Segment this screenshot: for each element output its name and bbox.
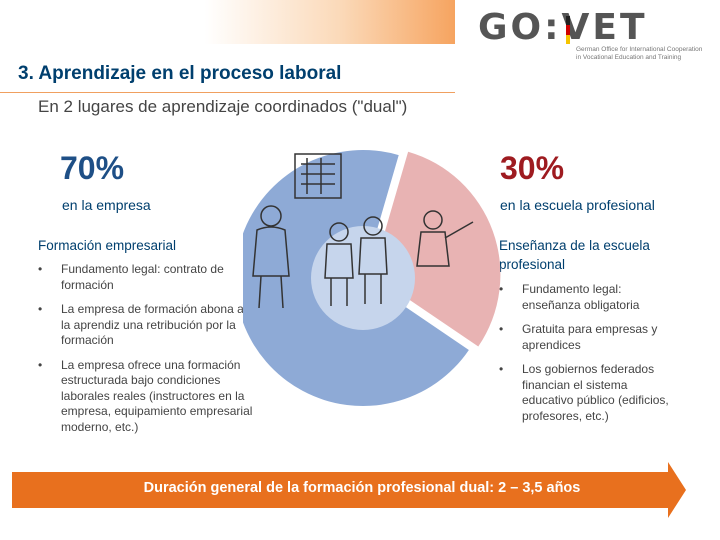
place-company: en la empresa [62, 197, 151, 213]
percent-school: 30% [500, 150, 565, 186]
heading-school-teaching: Enseñanza de la escuela profesional [499, 238, 650, 272]
learning-split-pie-chart [243, 150, 501, 406]
flag-icon [566, 16, 570, 44]
teacher-figure-icon [416, 210, 474, 267]
school-bullet-list: • Fundamento legal: enseñanza obligatoria… [499, 282, 679, 433]
page-title: 3. Aprendizaje en el proceso laboral [18, 63, 342, 84]
bullet-icon: • [499, 362, 504, 376]
bullet-icon: • [38, 302, 43, 316]
title-divider [0, 92, 455, 93]
list-item: • Los gobiernos federados financian el si… [499, 362, 669, 423]
duration-text: Duración general de la formación profesi… [143, 480, 581, 496]
list-item: • Fundamento legal: enseñanza obligatoria [499, 282, 640, 312]
list-item: • Fundamento legal: contrato de formación [38, 262, 224, 292]
inner-circle [311, 226, 415, 330]
header-bar [0, 0, 455, 44]
logo-tagline: German Office for International Cooperat… [576, 46, 703, 61]
heading-company-training: Formación empresarial [38, 238, 177, 253]
logo-text: GO:VET [478, 7, 648, 48]
place-school: en la escuela profesional [500, 197, 655, 213]
list-item: • La empresa de formación abona al/a la a… [38, 302, 257, 347]
building-illustration-icon [294, 153, 342, 199]
percent-company: 70% [60, 150, 125, 186]
company-bullet-list: • Fundamento legal: contrato de formación… [38, 262, 263, 444]
trainer-figure-icon [252, 205, 290, 309]
page-subtitle: En 2 lugares de aprendizaje coordinados … [38, 97, 408, 116]
pie-slice-school [372, 151, 501, 347]
bullet-icon: • [499, 282, 504, 296]
apprentice-figures-icon [324, 216, 388, 306]
list-item: • La empresa ofrece una formación estruct… [38, 357, 253, 434]
duration-arrow [12, 462, 686, 518]
bullet-icon: • [38, 357, 43, 372]
govet-logo: GO:VET German Office for International C… [478, 10, 708, 70]
bullet-icon: • [499, 322, 504, 336]
bullet-icon: • [38, 262, 43, 276]
list-item: • Gratuita para empresas y aprendices [499, 322, 658, 352]
